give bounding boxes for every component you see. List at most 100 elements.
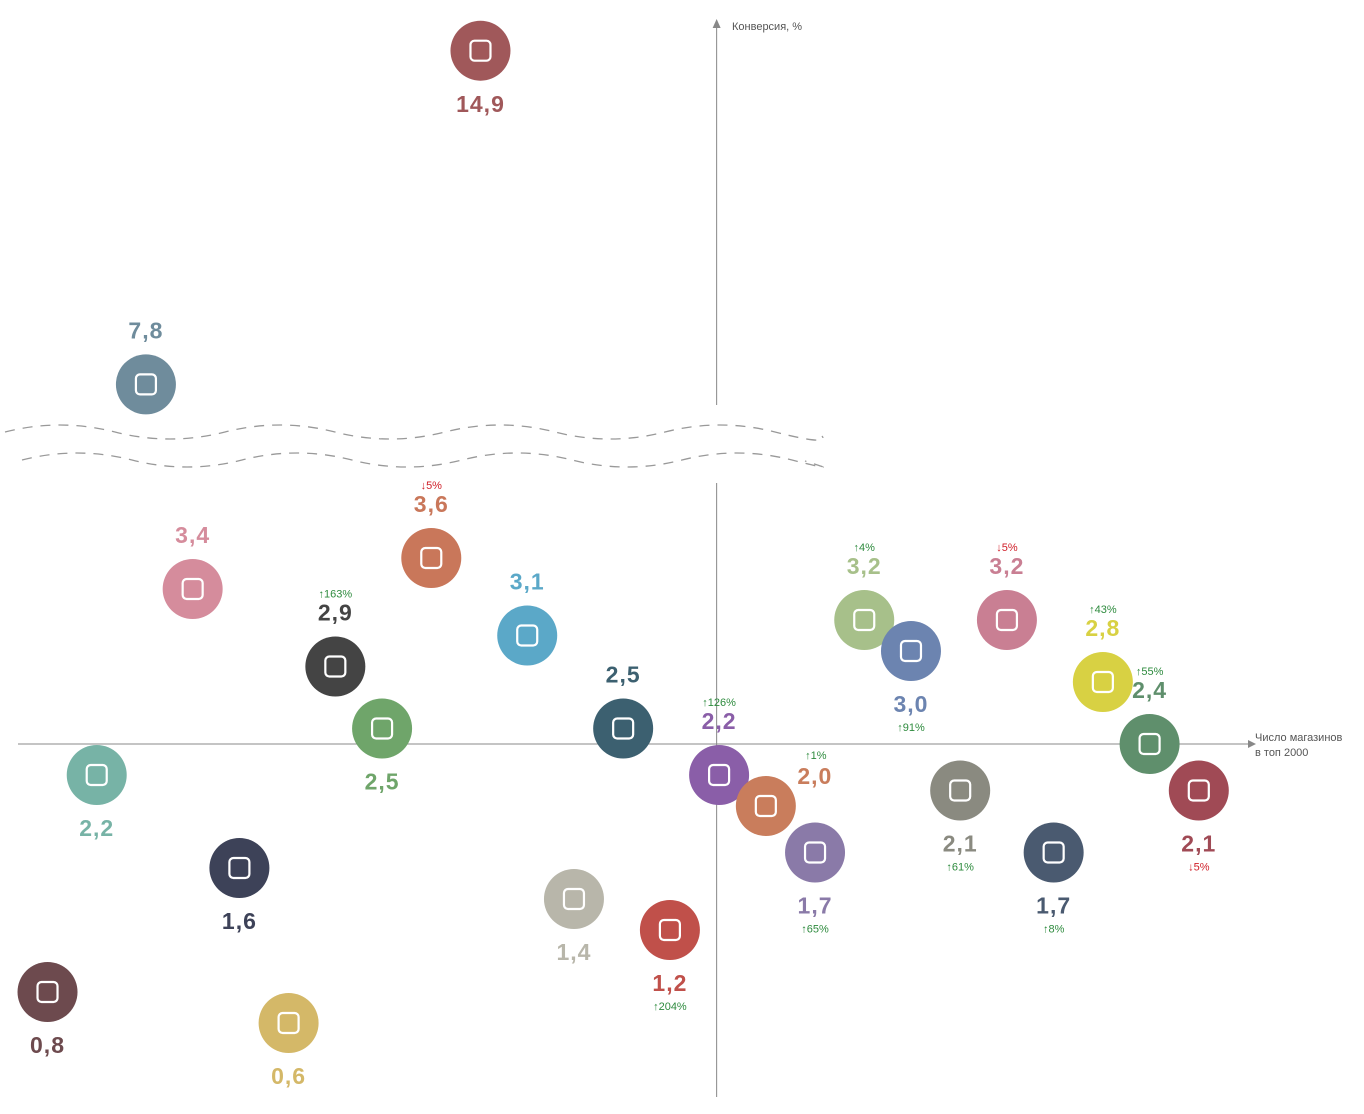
- value-label: 3,2: [989, 553, 1024, 579]
- value-label: 3,4: [175, 522, 210, 548]
- bubble: [352, 698, 413, 759]
- bubble: [543, 869, 604, 929]
- point: 14,9: [450, 20, 511, 117]
- bubble: [162, 559, 223, 619]
- change-label: ↑163%: [319, 588, 353, 600]
- point: 3,2↑4%: [834, 542, 895, 650]
- bubble-icon: [370, 717, 394, 740]
- bubble-icon: [181, 577, 204, 601]
- bubble: [880, 621, 941, 681]
- bubble-icon: [1138, 732, 1161, 756]
- bubble-icon: [707, 763, 731, 787]
- bubble-icon: [949, 779, 972, 802]
- bubble: [401, 528, 462, 588]
- bubble-icon: [853, 608, 876, 632]
- bubble: [209, 838, 270, 898]
- bubble-icon: [612, 717, 635, 740]
- point: 0,8: [17, 962, 78, 1058]
- bubble-icon: [1042, 841, 1065, 864]
- value-label: 1,6: [222, 908, 257, 934]
- bubble-icon: [899, 639, 923, 663]
- bubble-icon: [1187, 779, 1210, 802]
- value-label: 2,0: [797, 763, 832, 789]
- bubble-icon: [134, 373, 158, 396]
- bubble: [639, 900, 700, 960]
- bubble: [1168, 760, 1229, 821]
- value-label: 3,2: [847, 553, 882, 579]
- bubble: [593, 698, 654, 759]
- point: 7,8: [115, 317, 176, 415]
- change-label: ↑204%: [653, 1001, 687, 1013]
- point: 2,1↓5%: [1168, 760, 1229, 873]
- bubble-icon: [658, 918, 682, 942]
- point: 2,0↑1%: [735, 750, 832, 836]
- value-label: 1,4: [556, 939, 591, 965]
- bubble-icon: [228, 856, 251, 880]
- bubble: [1072, 652, 1133, 712]
- value-label: 2,5: [606, 662, 641, 688]
- bubble: [834, 590, 895, 650]
- point: 3,0 ↑91%: [880, 621, 941, 734]
- bubble-icon: [277, 1011, 300, 1035]
- bubble-icon: [469, 39, 492, 62]
- value-label: 2,5: [365, 769, 400, 795]
- bubble: [450, 20, 511, 81]
- point: 1,4: [543, 869, 604, 965]
- bubble-icon: [754, 794, 777, 818]
- bubble: [115, 354, 176, 415]
- bubble: [976, 590, 1037, 650]
- x-axis-arrow: [1248, 740, 1256, 748]
- bubble-icon: [85, 763, 108, 787]
- point: 2,2↑126%: [689, 697, 750, 805]
- bubble: [930, 760, 991, 821]
- bubble-icon: [516, 624, 539, 647]
- change-label: ↑43%: [1089, 604, 1117, 616]
- bubble: [1119, 714, 1180, 774]
- axis-break: [4, 424, 824, 468]
- point: 2,4↑55%: [1119, 666, 1180, 774]
- change-label: ↑1%: [805, 750, 827, 762]
- bubble: [689, 745, 750, 805]
- point: 1,2 ↑204%: [639, 900, 700, 1013]
- bubble-icon: [803, 841, 827, 864]
- point: 3,4: [162, 522, 223, 619]
- value-label: 2,2: [79, 815, 114, 841]
- change-label: ↑4%: [854, 542, 876, 554]
- x-axis-title: в топ 2000: [1255, 747, 1308, 759]
- value-label: 2,4: [1132, 677, 1167, 703]
- point: 2,9↑163%: [305, 588, 366, 697]
- point: 2,5: [593, 662, 654, 759]
- bubble: [17, 962, 78, 1022]
- value-label: 2,9: [318, 600, 353, 626]
- value-label: 1,7: [1036, 893, 1071, 919]
- change-label: ↑8%: [1043, 923, 1065, 935]
- x-axis-title: Число магазинов: [1255, 732, 1343, 744]
- bubble: [258, 993, 319, 1053]
- change-label: ↑65%: [801, 923, 829, 935]
- bubble-icon: [1091, 670, 1114, 694]
- value-label: 1,7: [798, 893, 833, 919]
- point: 1,7↑8%: [1023, 822, 1084, 935]
- value-label: 3,0: [893, 691, 928, 717]
- value-label: 3,6: [414, 491, 449, 517]
- point: 3,6↓5%: [401, 480, 462, 588]
- point: 0,6: [258, 993, 319, 1089]
- point: 3,1: [497, 569, 558, 666]
- point: 3,2↓5%: [976, 542, 1037, 650]
- value-label: 0,8: [30, 1032, 65, 1058]
- value-label: 2,1: [1181, 831, 1216, 857]
- point: 2,5: [352, 698, 413, 795]
- bubble-icon: [420, 546, 443, 570]
- change-label: ↑61%: [946, 861, 974, 873]
- bubble-icon: [562, 887, 586, 911]
- bubble: [1023, 822, 1084, 883]
- point: 2,2: [66, 745, 127, 841]
- change-label: ↓5%: [1188, 861, 1210, 873]
- value-label: 2,8: [1085, 615, 1120, 641]
- value-label: 7,8: [128, 317, 163, 343]
- change-label: ↑91%: [897, 722, 925, 734]
- value-label: 2,1: [943, 831, 978, 857]
- bubble: [66, 745, 127, 805]
- point: 1,6: [209, 838, 270, 934]
